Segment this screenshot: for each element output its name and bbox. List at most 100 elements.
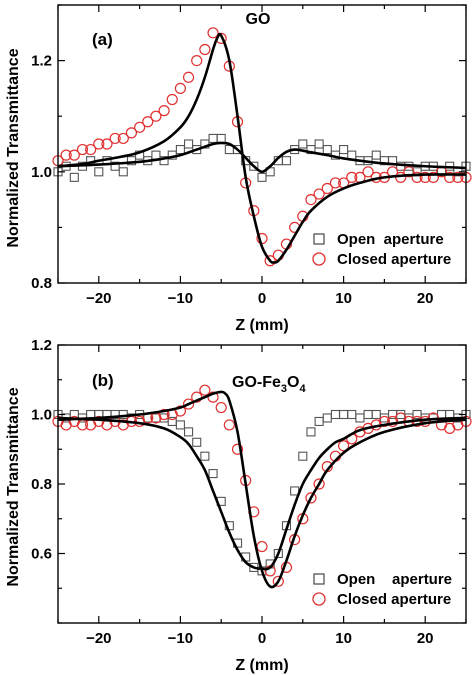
b-y-tick-label: 1.0 <box>31 407 52 424</box>
panel-b: −20 −10 0 10 20 0.6 0.8 1.0 1.2 (b) GO-Fe3O4 Z (… <box>31 337 472 674</box>
a-y-tick-label: 1.0 <box>31 164 52 181</box>
b-closed-point <box>174 405 186 417</box>
a-open-point <box>94 167 104 177</box>
panel-a-title: GO <box>246 11 271 28</box>
panel-a-marks <box>52 27 472 267</box>
panel-a-label: (a) <box>92 30 113 49</box>
a-open-point <box>126 156 136 166</box>
a-closed-point <box>403 166 415 178</box>
a-y-tick-label: 0.8 <box>31 275 52 292</box>
a-closed-point <box>313 188 325 200</box>
a-closed-point <box>182 71 195 83</box>
b-closed-point <box>313 478 325 490</box>
a-open-point <box>281 156 292 166</box>
panel-b-title-sub2: 4 <box>299 383 306 395</box>
b-open-point <box>184 427 194 437</box>
a-open-point <box>216 133 226 143</box>
b-closed-point <box>338 440 350 452</box>
a-closed-point <box>76 143 89 156</box>
a-closed-point <box>264 255 276 267</box>
a-closed-point <box>411 171 423 183</box>
a-open-point <box>249 161 259 171</box>
b-open-point <box>347 409 357 420</box>
panel-a: −20 −10 0 10 20 0.8 1.0 1.2 (a) GO Z (mm) Open … <box>31 4 472 334</box>
b-x-tick-label: −10 <box>168 630 193 647</box>
a-closed-point <box>125 127 138 139</box>
b-open-point <box>371 409 381 420</box>
a-x-tick-label: 10 <box>335 290 352 307</box>
a-closed-point <box>85 143 97 156</box>
b-closed-point <box>158 408 170 421</box>
a-x-tick-label: 20 <box>417 290 434 307</box>
a-open-point <box>110 161 120 171</box>
a-open-point <box>347 150 357 160</box>
a-closed-point <box>321 182 333 195</box>
a-closed-point <box>444 171 456 183</box>
panel-b-title-main: GO-Fe <box>232 374 281 391</box>
a-open-point <box>151 150 161 160</box>
panel-b-x-axis-title: Z (mm) <box>235 657 288 674</box>
a-closed-point <box>150 110 162 122</box>
b-closed-point <box>215 401 227 414</box>
b-open-point <box>200 451 210 461</box>
a-open-point <box>339 145 349 155</box>
b-open-point <box>273 548 283 559</box>
a-open-point <box>184 139 194 149</box>
a-closed-point <box>142 116 154 128</box>
b-open-point <box>363 409 373 420</box>
a-open-point <box>69 172 79 182</box>
a-closed-point <box>329 177 342 189</box>
a-closed-point <box>207 27 219 39</box>
panel-b-title-mid: O <box>287 374 299 391</box>
a-closed-point <box>166 93 178 106</box>
b-fit-line-3 <box>57 390 467 589</box>
a-open-point <box>314 139 324 149</box>
a-open-point <box>298 139 308 149</box>
b-closed-point <box>231 443 244 455</box>
a-open-point <box>371 150 381 160</box>
b-x-tick-label: 10 <box>335 630 352 647</box>
a-closed-point <box>199 43 211 56</box>
b-open-point <box>175 420 185 430</box>
a-closed-point <box>101 138 113 150</box>
panel-a-x-axis-title: Z (mm) <box>235 317 288 334</box>
a-closed-point <box>346 171 358 183</box>
a-open-point <box>118 167 128 177</box>
b-open-point <box>322 413 332 423</box>
b-open-point <box>355 413 365 423</box>
b-open-point <box>192 437 202 447</box>
a-open-point <box>192 145 202 155</box>
a-x-tick-label: −20 <box>86 290 111 307</box>
b-closed-point <box>182 398 195 410</box>
b-closed-point <box>378 415 390 428</box>
b-closed-point <box>272 575 284 587</box>
panel-b-legend-open-label: Open aperture <box>337 571 452 588</box>
panel-b-legend: Open aperture Closed aperture <box>312 571 452 608</box>
a-closed-point <box>362 166 374 178</box>
b-closed-point <box>256 540 268 553</box>
panel-a-axes: −20 −10 0 10 20 0.8 1.0 1.2 <box>31 4 467 307</box>
b-closed-point <box>199 384 211 396</box>
panel-b-title-sub1: 3 <box>281 383 287 395</box>
a-open-point <box>175 145 185 155</box>
a-x-tick-label: 0 <box>258 290 266 307</box>
b-open-point <box>208 469 218 479</box>
panel-b-axes: −20 −10 0 10 20 0.6 0.8 1.0 1.2 <box>31 337 467 647</box>
a-x-tick-label: −10 <box>168 290 193 307</box>
panel-b-legend-open-marker <box>313 573 325 585</box>
panel-b-legend-closed-label: Closed aperture <box>337 591 451 608</box>
a-closed-point <box>109 132 121 145</box>
b-open-point <box>339 409 349 420</box>
a-closed-point <box>419 171 431 183</box>
b-y-tick-label: 0.6 <box>31 546 52 563</box>
a-closed-point <box>68 149 80 161</box>
panel-a-legend-closed-label: Closed aperture <box>337 251 451 268</box>
b-y-tick-label: 1.2 <box>31 337 52 354</box>
b-open-point <box>306 427 316 437</box>
b-open-point <box>298 451 308 461</box>
b-x-tick-label: 0 <box>258 630 266 647</box>
a-open-point <box>159 156 169 166</box>
b-closed-point <box>305 492 317 504</box>
a-closed-point <box>117 132 129 145</box>
